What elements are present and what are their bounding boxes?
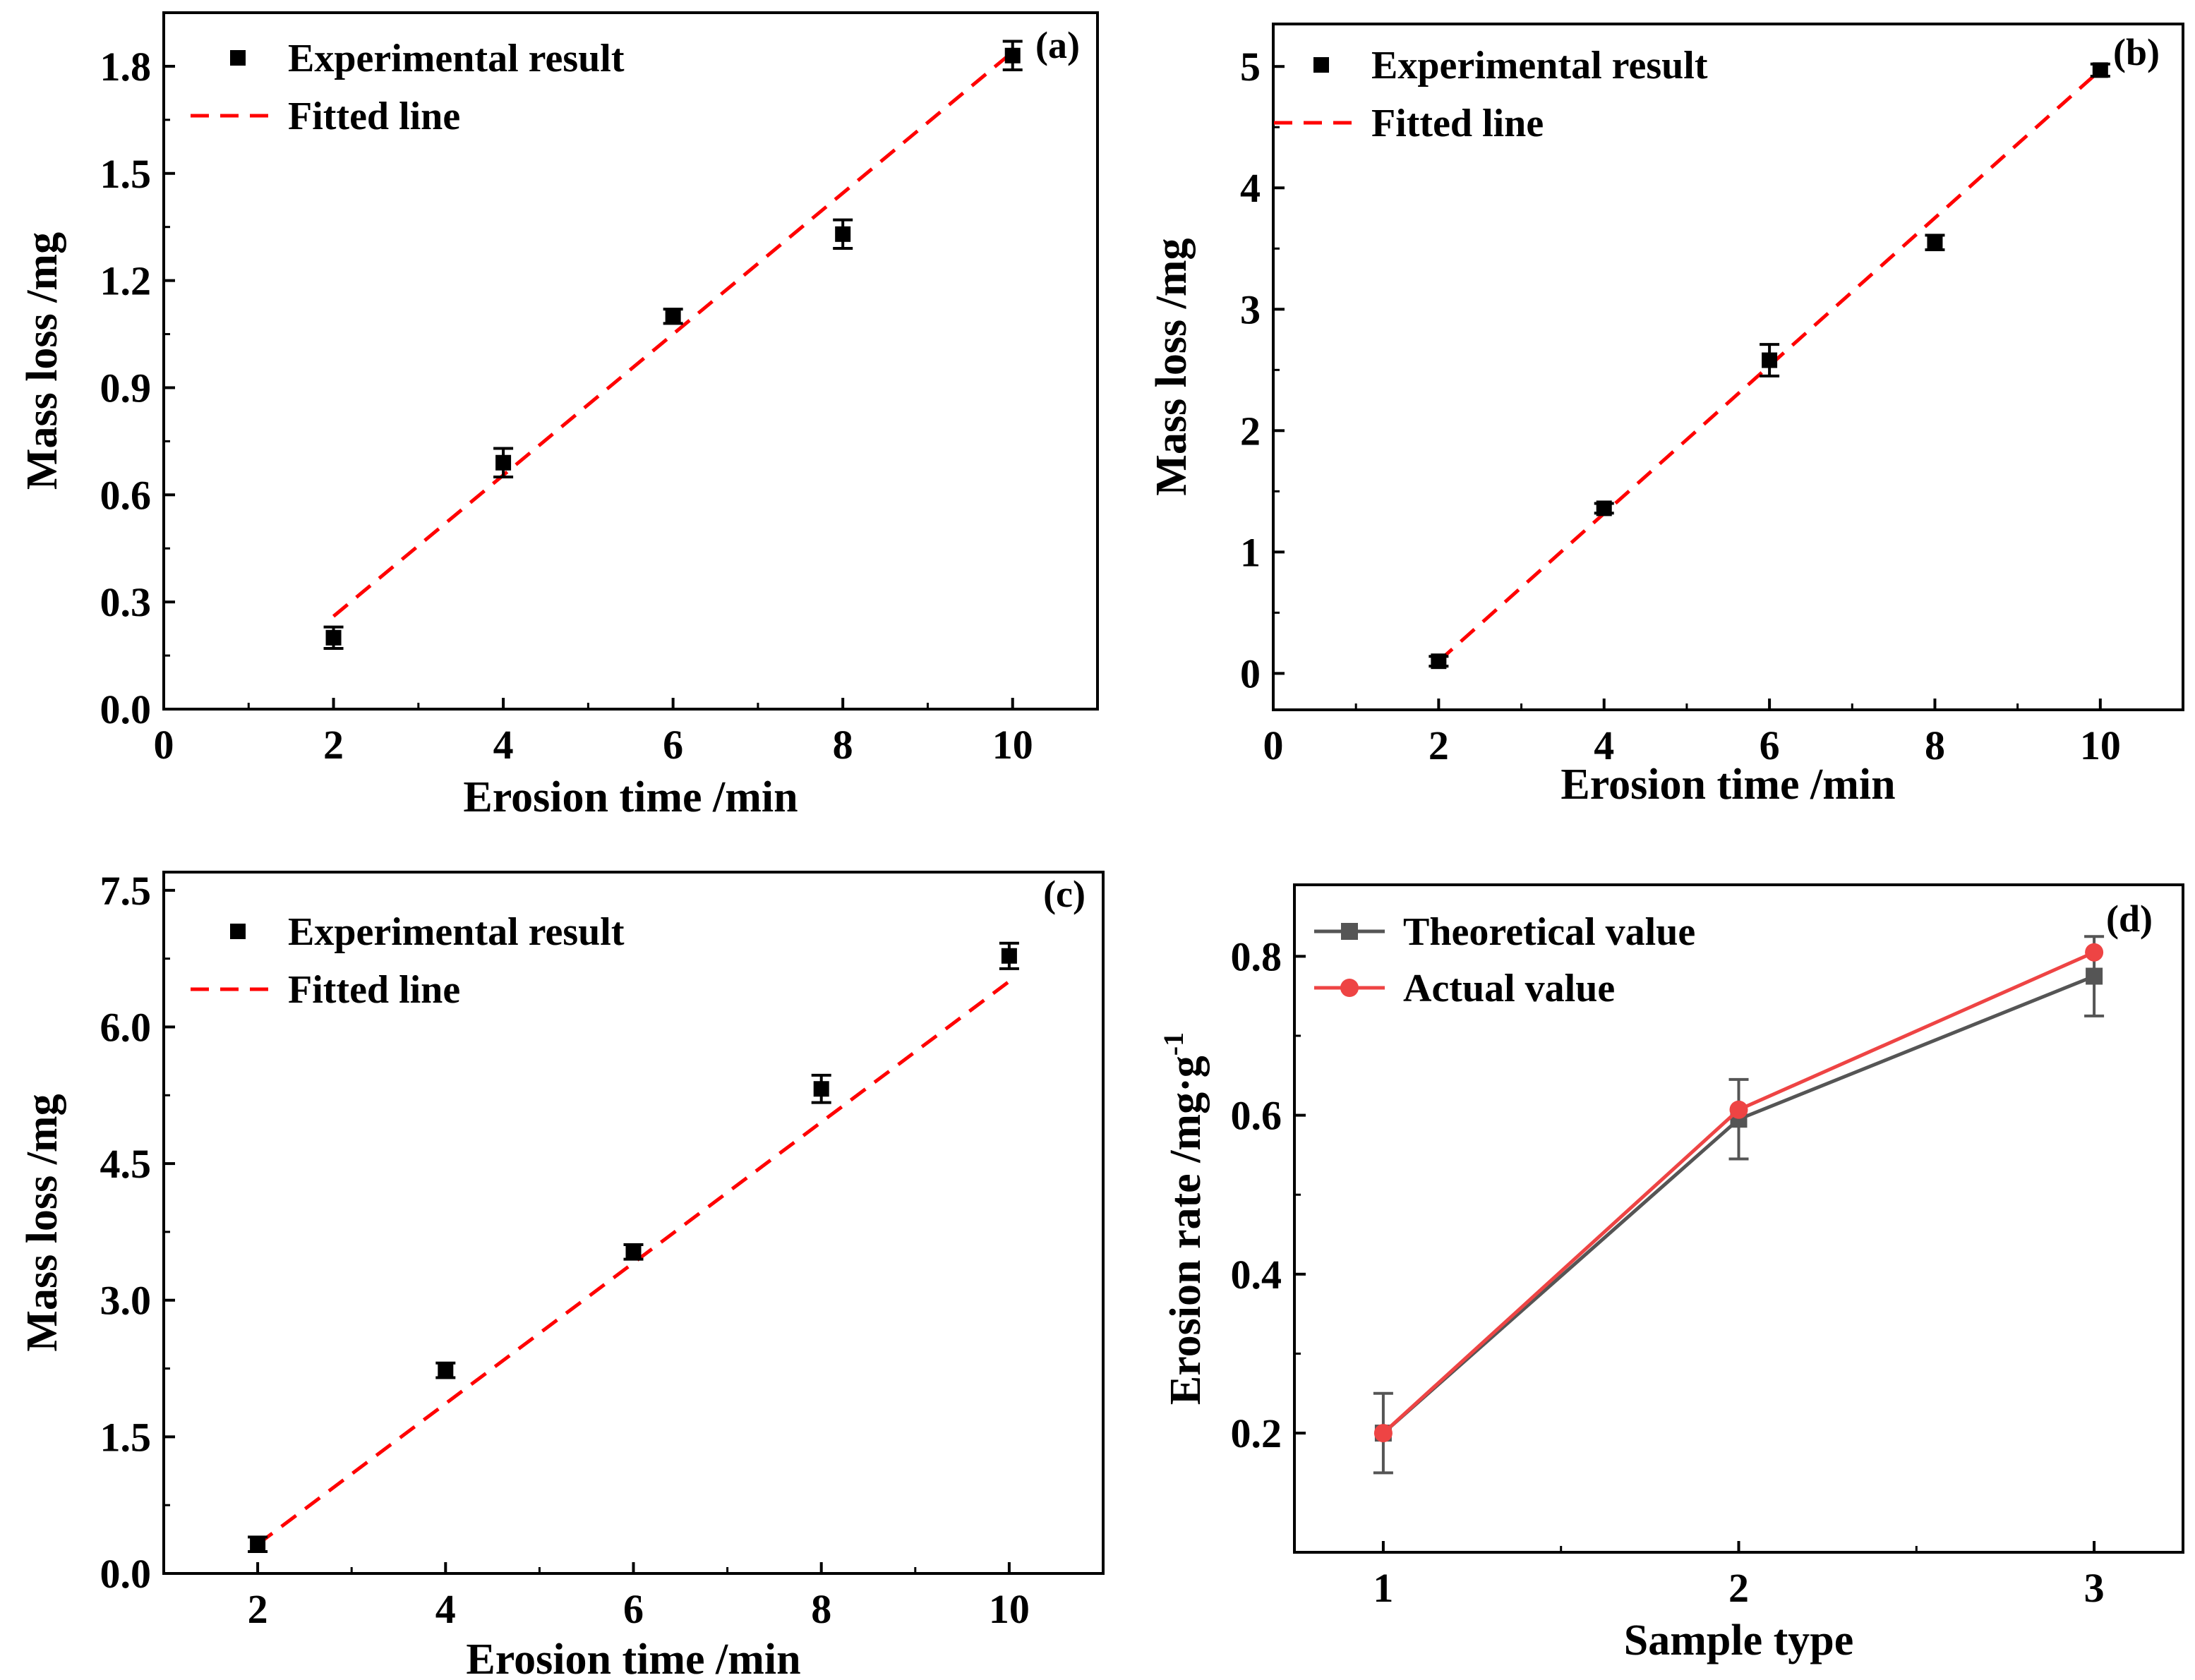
legend-label: Fitted line bbox=[1371, 102, 1544, 145]
legend-marker bbox=[1341, 923, 1358, 940]
legend-label: Experimental result bbox=[1371, 44, 1708, 87]
data-point bbox=[625, 1244, 642, 1260]
data-point bbox=[325, 629, 342, 646]
series-line bbox=[1382, 974, 2095, 1434]
x-tick-label: 2 bbox=[1429, 723, 1449, 768]
fitted-line bbox=[256, 979, 1011, 1546]
series-line bbox=[1382, 950, 2095, 1434]
x-axis-title: Sample type bbox=[1624, 1616, 1854, 1664]
x-tick-label: 8 bbox=[833, 722, 853, 768]
y-axis-title: Mass loss /mg bbox=[18, 232, 66, 490]
x-tick-label: 10 bbox=[989, 1586, 1030, 1632]
legend-label: Fitted line bbox=[288, 968, 460, 1012]
data-point bbox=[495, 454, 512, 471]
x-tick-label: 4 bbox=[435, 1586, 456, 1632]
x-tick-label: 0 bbox=[1263, 723, 1284, 768]
x-tick-label: 8 bbox=[1925, 723, 1945, 768]
y-tick-label: 0.3 bbox=[100, 579, 152, 625]
y-tick-label: 0.6 bbox=[1231, 1093, 1282, 1139]
x-tick-label: 2 bbox=[323, 722, 344, 768]
legend-label: Fitted line bbox=[288, 95, 460, 138]
y-axis-title-superscript: -1 bbox=[1157, 1032, 1189, 1056]
x-tick-label: 6 bbox=[1760, 723, 1780, 768]
y-tick-label: 1.2 bbox=[100, 258, 152, 304]
plot-frame bbox=[1272, 23, 2184, 711]
y-tick-label: 0 bbox=[1240, 651, 1261, 696]
data-point bbox=[813, 1081, 829, 1097]
y-tick-label: 0.6 bbox=[100, 472, 152, 518]
plot-frame bbox=[162, 11, 1099, 711]
data-point bbox=[835, 226, 851, 242]
panel-tag: (a) bbox=[1035, 24, 1080, 66]
y-tick-label: 7.5 bbox=[100, 868, 152, 914]
data-point bbox=[250, 1536, 266, 1552]
y-tick-label: 1 bbox=[1240, 529, 1261, 575]
data-point bbox=[1762, 352, 1778, 368]
x-tick-label: 6 bbox=[623, 1586, 644, 1632]
x-tick-label: 2 bbox=[248, 1586, 268, 1632]
x-tick-label: 2 bbox=[1728, 1565, 1749, 1611]
y-tick-label: 3.0 bbox=[100, 1278, 152, 1324]
y-tick-label: 0.0 bbox=[100, 1551, 152, 1597]
y-tick-label: 4 bbox=[1240, 165, 1261, 211]
y-axis-title: Mass loss /mg bbox=[1148, 238, 1196, 495]
data-point bbox=[1004, 47, 1021, 64]
legend-marker-experimental bbox=[1313, 57, 1329, 73]
x-axis-title: Erosion time /min bbox=[466, 1636, 800, 1680]
chart-panel-a: 0 2 4 6 8 10 0.0 0.3 0.6 0.9 1.2 1.5 1.8 Erosion time… bbox=[18, 11, 1099, 821]
y-tick-label: 2 bbox=[1240, 408, 1261, 454]
legend-label: Actual value bbox=[1403, 967, 1615, 1010]
data-point bbox=[1729, 1100, 1748, 1119]
y-tick-label: 1.5 bbox=[100, 151, 152, 197]
y-tick-label: 6.0 bbox=[100, 1004, 152, 1050]
x-tick-label: 4 bbox=[1594, 723, 1614, 768]
y-tick-label: 0.9 bbox=[100, 365, 152, 411]
data-point bbox=[2086, 967, 2103, 985]
data-point bbox=[2085, 943, 2104, 962]
y-axis-title: Erosion rate /mg·g-1 bbox=[1157, 1032, 1210, 1405]
x-tick-label: 1 bbox=[1373, 1565, 1393, 1611]
data-point bbox=[1373, 1424, 1393, 1443]
y-tick-label: 0.2 bbox=[1231, 1410, 1282, 1456]
legend-label: Theoretical value bbox=[1403, 910, 1695, 954]
x-tick-label: 10 bbox=[992, 722, 1033, 768]
x-tick-label: 10 bbox=[2080, 723, 2121, 768]
legend-label: Experimental result bbox=[288, 37, 625, 80]
data-point bbox=[1927, 234, 1943, 250]
x-axis-title: Erosion time /min bbox=[1560, 761, 1895, 809]
data-point bbox=[665, 308, 681, 325]
x-tick-label: 8 bbox=[811, 1586, 831, 1632]
data-point bbox=[1001, 948, 1017, 964]
data-point bbox=[1596, 500, 1612, 516]
y-tick-label: 1.5 bbox=[100, 1414, 152, 1460]
x-tick-label: 6 bbox=[663, 722, 683, 768]
panel-tag: (b) bbox=[2113, 31, 2160, 73]
y-axis-title: Mass loss /mg bbox=[18, 1094, 66, 1351]
chart-panel-b: 0 2 4 6 8 10 0 1 2 3 4 5 Erosion time /min Mass loss … bbox=[1148, 23, 2184, 809]
x-tick-label: 3 bbox=[2084, 1565, 2105, 1611]
legend-marker bbox=[1340, 979, 1359, 997]
y-tick-label: 3 bbox=[1240, 286, 1261, 332]
data-point bbox=[438, 1362, 454, 1379]
y-tick-label: 0.4 bbox=[1231, 1252, 1282, 1298]
y-tick-label: 1.8 bbox=[100, 44, 152, 90]
legend-marker-experimental bbox=[230, 924, 246, 939]
panel-tag: (c) bbox=[1043, 873, 1086, 915]
x-axis-title: Erosion time /min bbox=[463, 773, 798, 821]
chart-panel-c: 2 4 6 8 10 0.0 1.5 3.0 4.5 6.0 7.5 Erosion time /mi… bbox=[18, 868, 1105, 1680]
chart-panel-d: 1 2 3 0.2 0.4 0.6 0.8 Sample type Erosion rate /… bbox=[1157, 883, 2184, 1664]
y-tick-label: 0.8 bbox=[1231, 933, 1282, 979]
legend-marker-experimental bbox=[230, 50, 246, 66]
y-tick-label: 4.5 bbox=[100, 1141, 152, 1187]
x-tick-label: 4 bbox=[493, 722, 514, 768]
x-tick-label: 0 bbox=[154, 722, 174, 768]
y-tick-label: 5 bbox=[1240, 44, 1261, 90]
data-point bbox=[2092, 62, 2108, 78]
y-tick-label: 0.0 bbox=[100, 687, 152, 732]
data-point bbox=[1431, 653, 1447, 670]
legend-label: Experimental result bbox=[288, 910, 625, 954]
panel-tag: (d) bbox=[2106, 898, 2153, 940]
